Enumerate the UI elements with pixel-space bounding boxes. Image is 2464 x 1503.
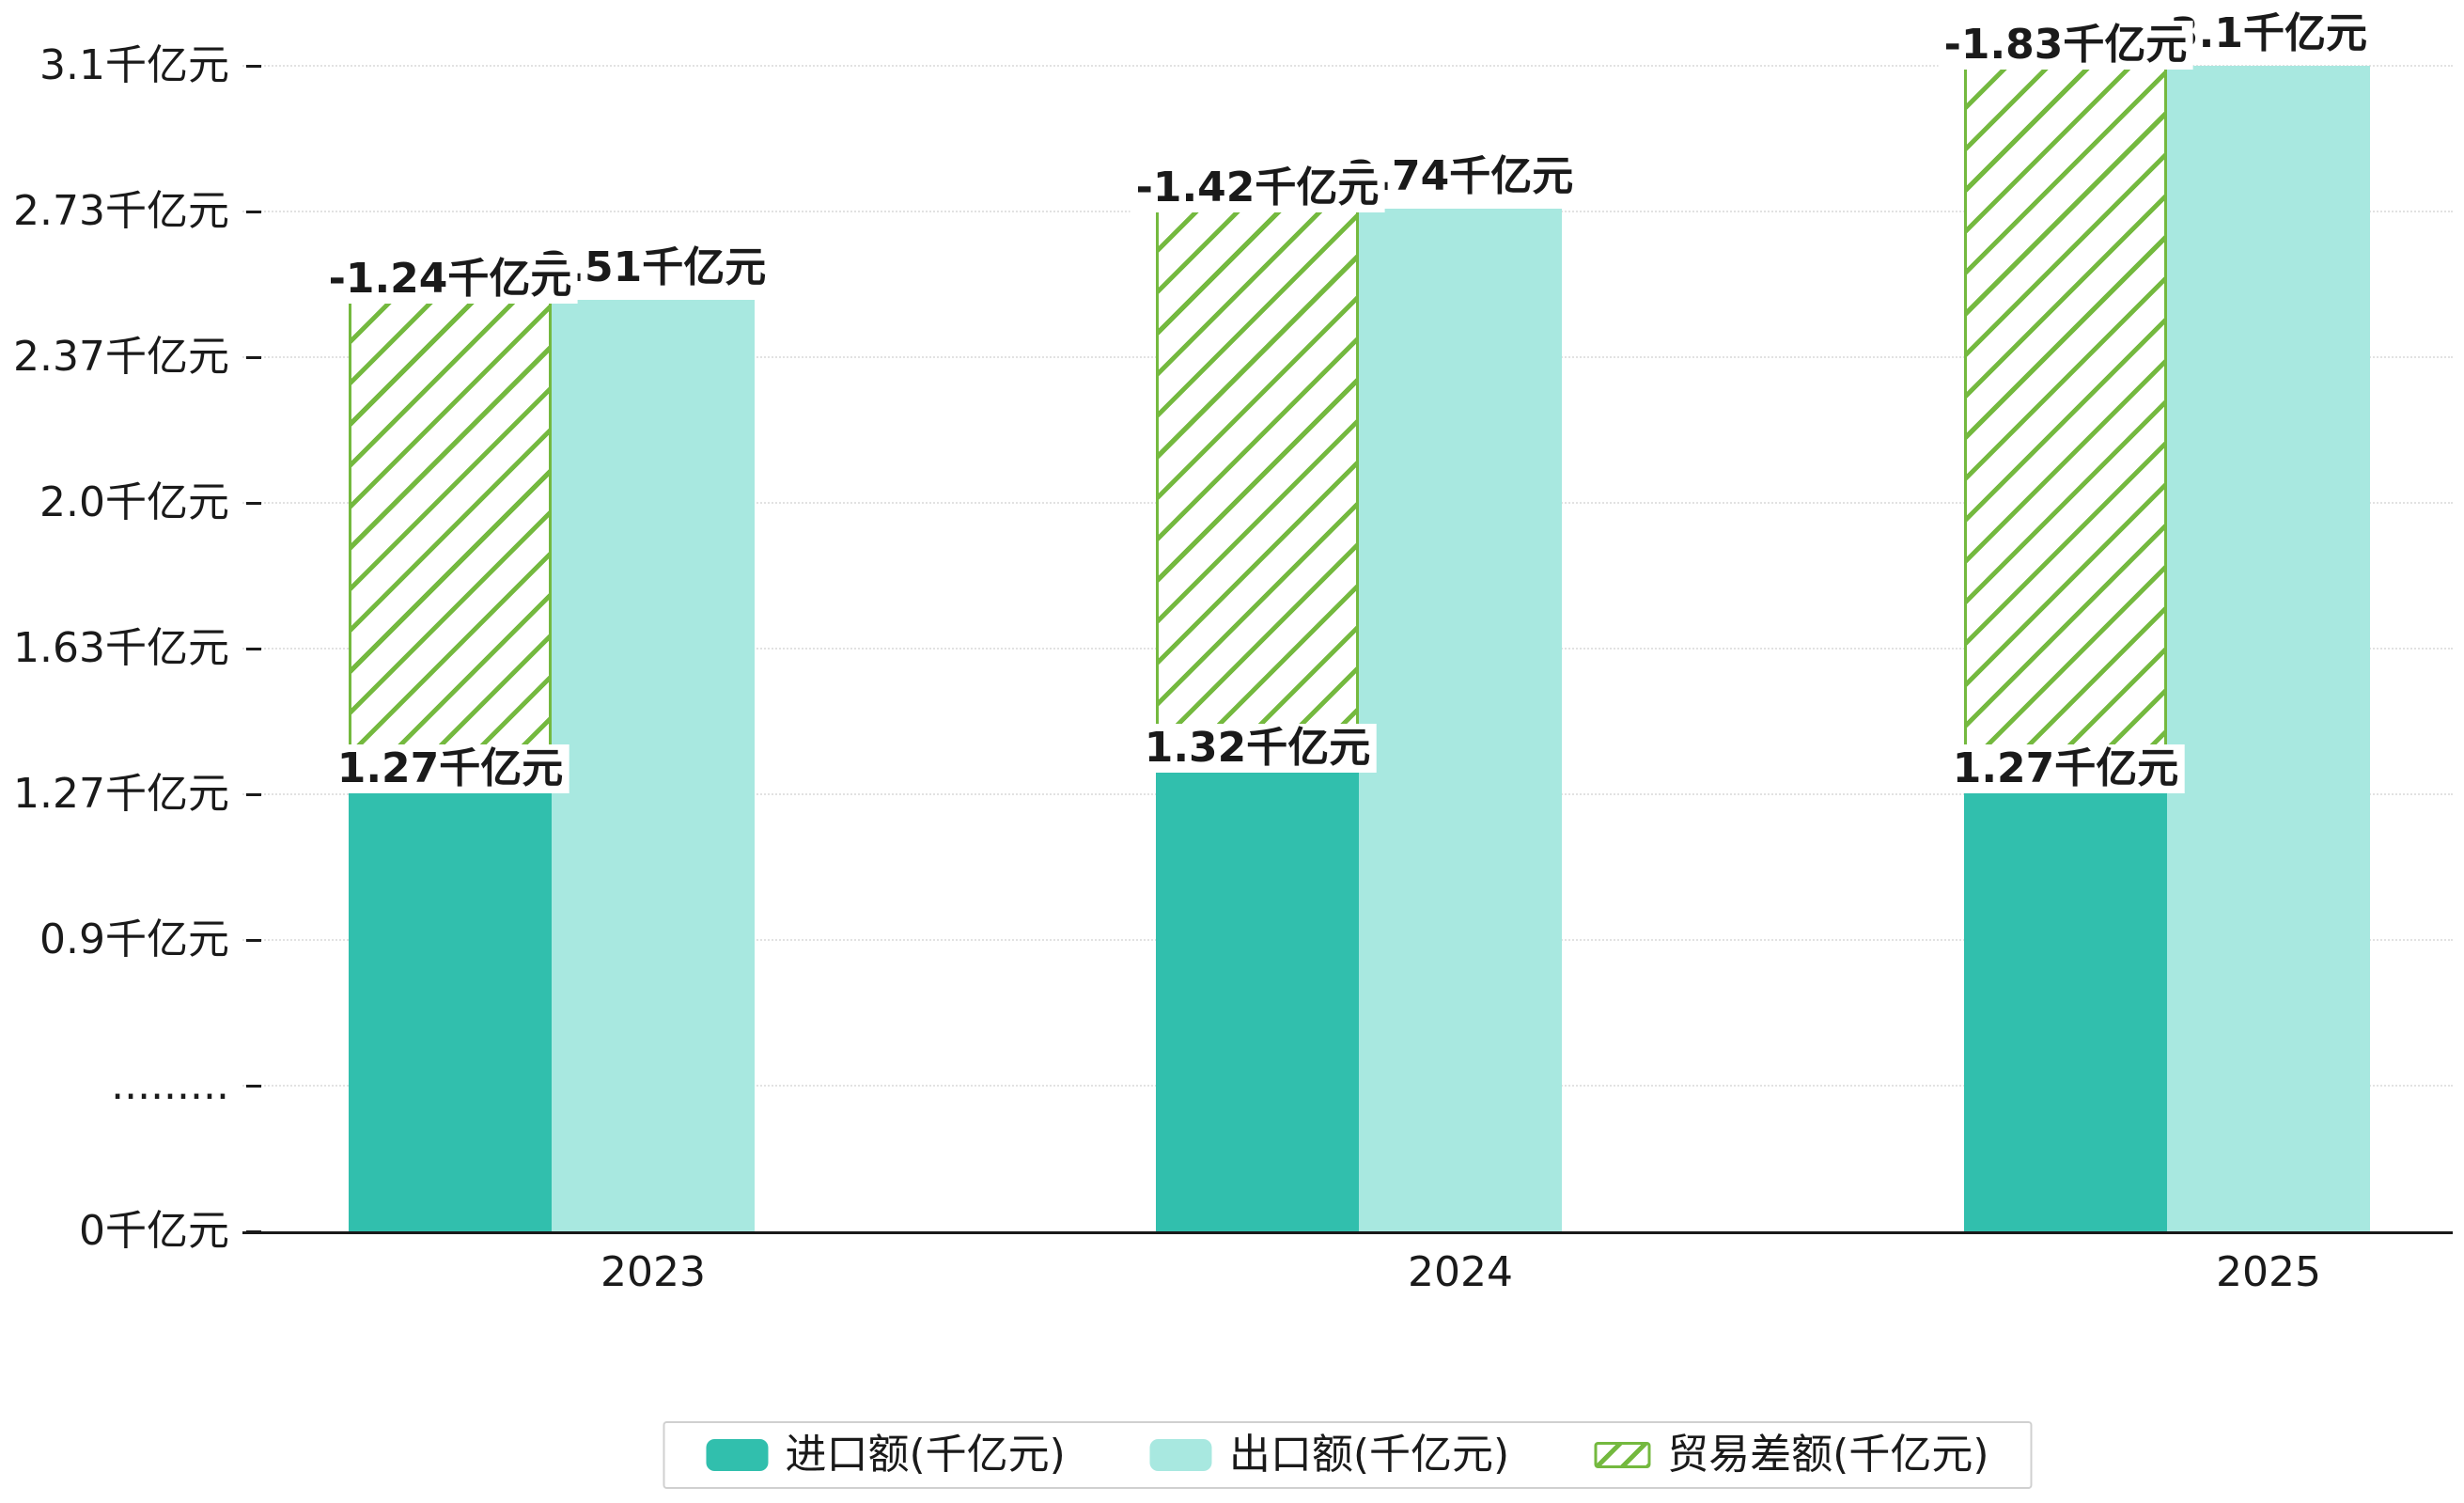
balance-legend-label: 贸易差额(千亿元) (1667, 1431, 1989, 1479)
data-label-import-2023: 1.27千亿元 (331, 744, 569, 793)
gridline (242, 65, 2453, 67)
x-tick-label-2025: 2025 (2216, 1248, 2321, 1296)
bar-import-2023 (349, 792, 552, 1231)
bar-trade-balance-2023 (349, 300, 552, 793)
x-tick-label-2024: 2024 (1408, 1248, 1513, 1296)
legend-item-balance: 贸易差额(千亿元) (1594, 1431, 1989, 1479)
import-legend-label: 进口额(千亿元) (785, 1431, 1066, 1479)
y-tick-mark (246, 939, 261, 942)
bar-trade-balance-2025 (1964, 66, 2167, 793)
y-tick-mark (246, 356, 261, 359)
export-swatch-icon (1149, 1439, 1212, 1471)
legend-item-export: 出口额(千亿元) (1149, 1431, 1510, 1479)
y-tick-label: 2.73千亿元 (13, 187, 229, 235)
balance-hatch-swatch-icon (1594, 1442, 1651, 1468)
y-tick-label: 2.37千亿元 (13, 333, 229, 381)
y-tick-label: 2.0千亿元 (39, 478, 229, 526)
data-label-import-2024: 1.32千亿元 (1138, 724, 1377, 774)
legend-item-import: 进口额(千亿元) (706, 1431, 1066, 1479)
bar-export-2025 (2167, 66, 2370, 1231)
bar-trade-balance-2024 (1156, 209, 1359, 774)
bar-import-2024 (1156, 773, 1359, 1231)
bar-export-2024 (1359, 209, 1562, 1231)
x-tick-label-2023: 2023 (600, 1248, 706, 1296)
y-tick-label: 0.9千亿元 (39, 916, 229, 963)
y-tick-label: 0千亿元 (79, 1207, 229, 1255)
data-label-balance-2024: -1.42千亿元 (1130, 164, 1385, 213)
x-axis-line (242, 1231, 2453, 1234)
y-tick-mark (246, 793, 261, 796)
bar-import-2025 (1964, 792, 2167, 1231)
y-tick-label: 3.1千亿元 (39, 41, 229, 89)
data-label-import-2025: 1.27千亿元 (1946, 744, 2185, 793)
data-label-balance-2025: -1.83千亿元 (1938, 21, 2193, 70)
y-tick-label: ......... (111, 1061, 229, 1109)
import-swatch-icon (706, 1439, 769, 1471)
y-tick-mark (246, 1085, 261, 1088)
y-tick-mark (246, 65, 261, 68)
y-tick-mark (246, 211, 261, 213)
y-tick-label: 1.63千亿元 (13, 624, 229, 672)
data-label-export-2023: 2.51千亿元 (534, 243, 772, 293)
y-tick-mark (246, 502, 261, 505)
data-label-balance-2023: -1.24千亿元 (322, 255, 578, 305)
y-tick-label: 1.27千亿元 (13, 770, 229, 818)
y-tick-mark (246, 648, 261, 650)
bar-export-2023 (552, 300, 755, 1231)
legend: 进口额(千亿元) 出口额(千亿元) 贸易差额(千亿元) (663, 1421, 2033, 1489)
data-label-export-2025: 3.1千亿元 (2164, 9, 2373, 58)
export-legend-label: 出口额(千亿元) (1228, 1431, 1510, 1479)
